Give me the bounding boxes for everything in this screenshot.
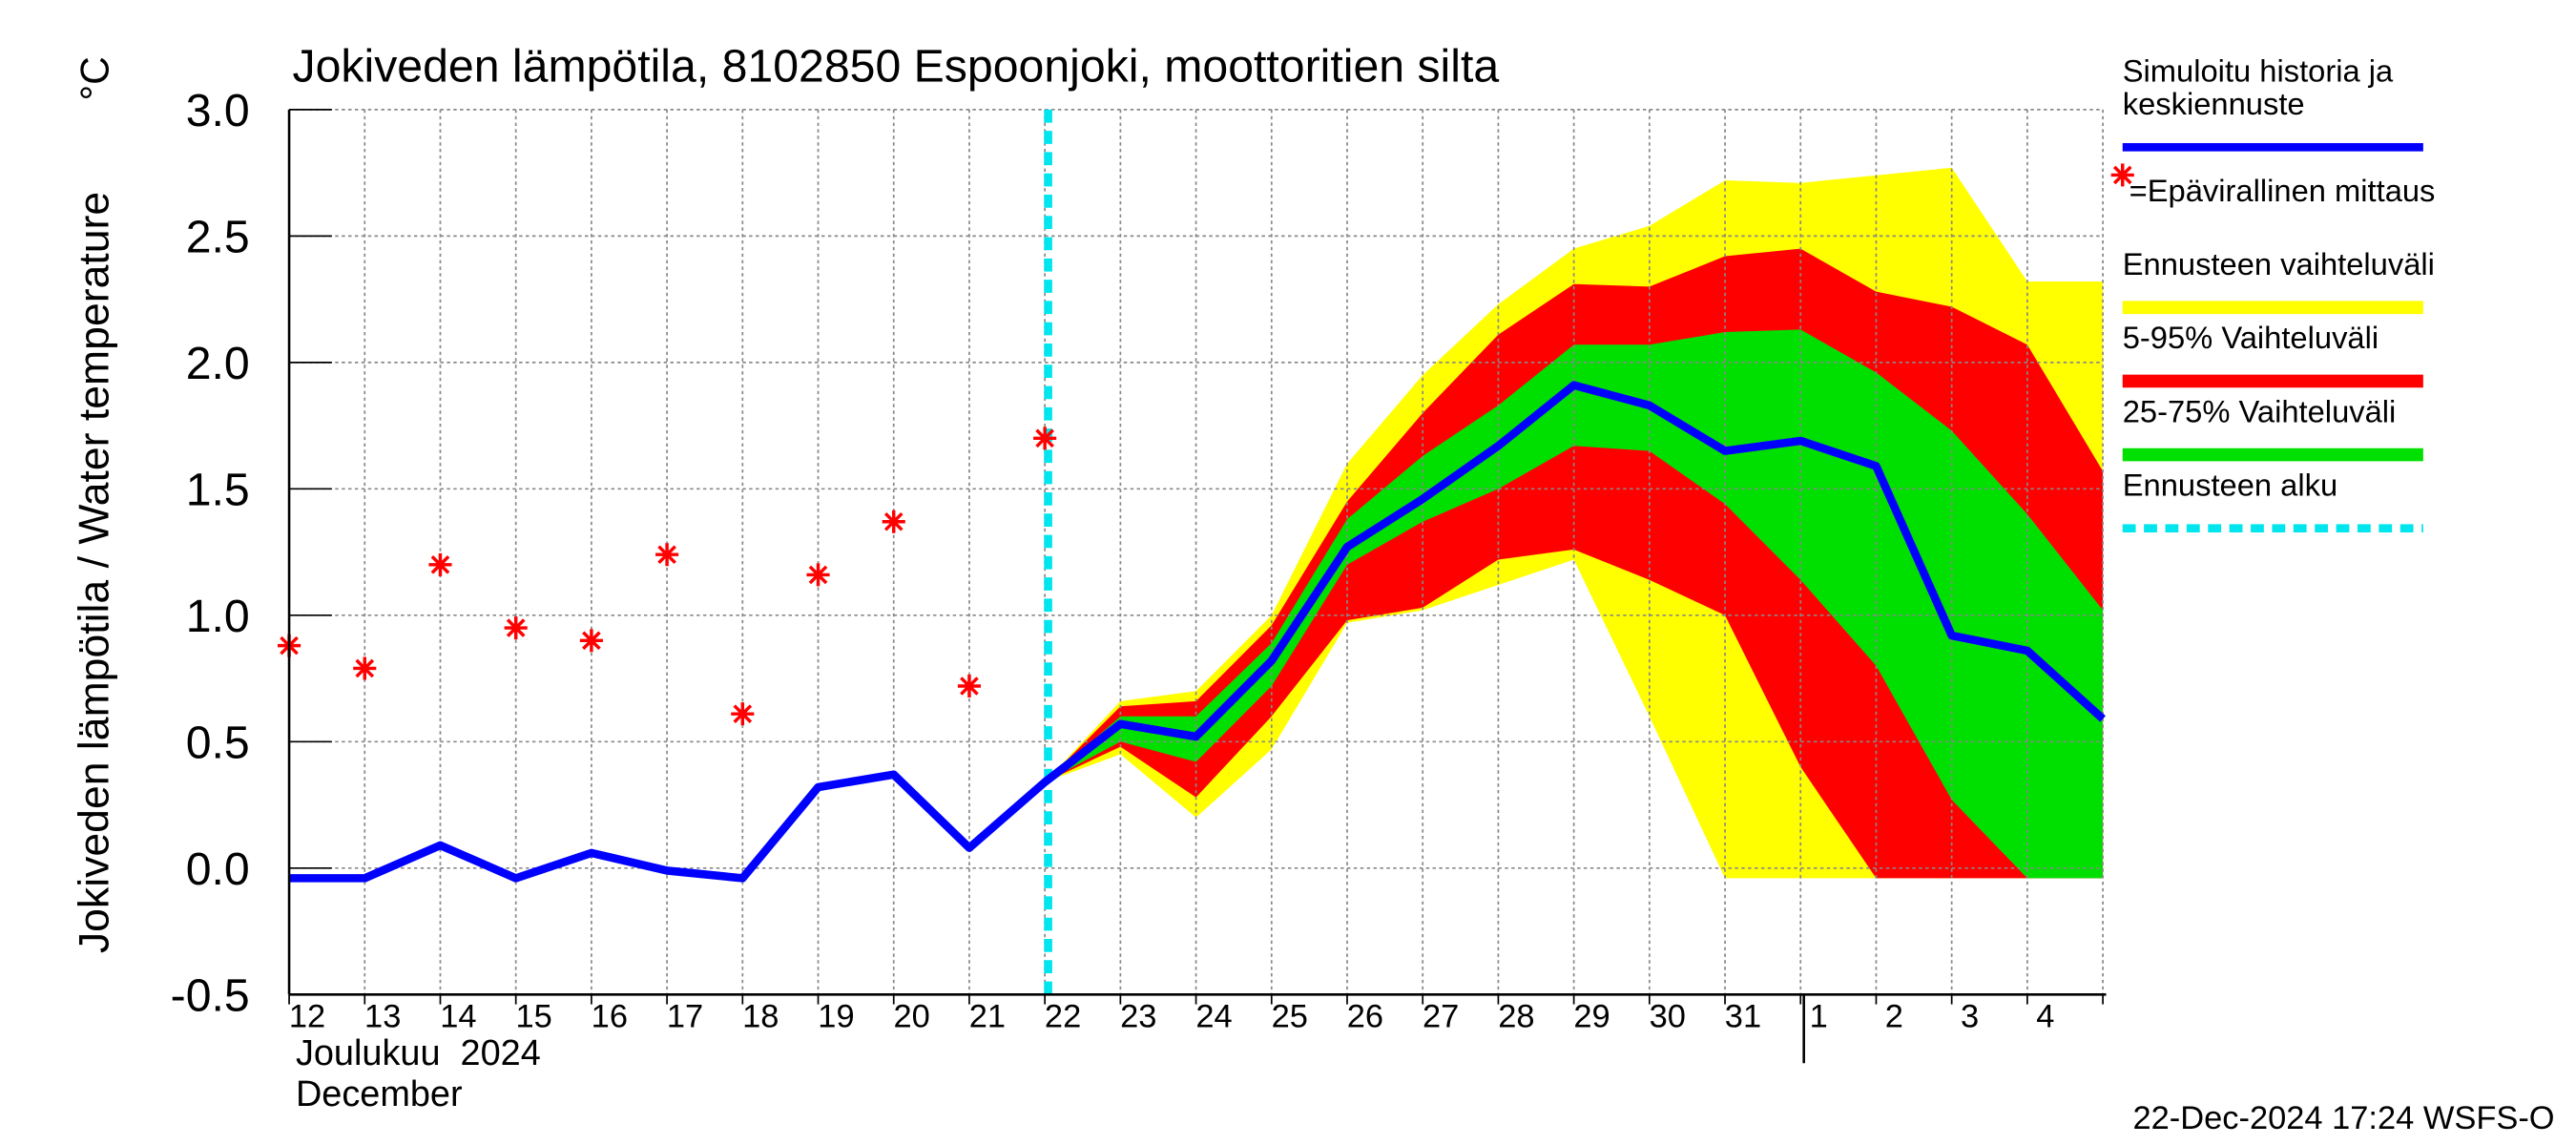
y-tick-label: 0.0: [186, 843, 250, 895]
x-tick-label: 2: [1885, 999, 1903, 1035]
x-tick-label: 13: [364, 999, 401, 1035]
x-tick-label: 25: [1272, 999, 1308, 1035]
x-tick-label: 24: [1195, 999, 1232, 1035]
y-tick-label: 2.0: [186, 338, 250, 389]
star: [957, 675, 981, 698]
x-tick-label: 4: [2036, 999, 2054, 1035]
star: [2110, 163, 2134, 187]
star: [579, 629, 603, 653]
y-axis-label: Jokiveden lämpötila / Water temperature: [72, 192, 118, 953]
x-tick-label: 21: [969, 999, 1006, 1035]
legend-label: Ennusteen vaihteluväli: [2123, 246, 2435, 281]
x-tick-label: 12: [289, 999, 325, 1035]
x-tick-label: 18: [742, 999, 779, 1035]
x-tick-label: 27: [1423, 999, 1459, 1035]
x-tick-label: 30: [1650, 999, 1686, 1035]
x-tick-label: 3: [1961, 999, 1979, 1035]
star: [353, 656, 377, 680]
y-tick-label: -0.5: [171, 970, 250, 1022]
legend-label: keskiennuste: [2123, 86, 2305, 121]
x-tick-label: 28: [1498, 999, 1534, 1035]
legend-label: Simuloitu historia ja: [2123, 53, 2394, 89]
y-tick-label: 3.0: [186, 85, 250, 136]
star: [806, 563, 830, 587]
band: [1045, 329, 2104, 879]
line: [289, 381, 2106, 883]
y-tick-label: 1.5: [186, 465, 250, 516]
month-label: Joulukuu 2024: [296, 1033, 541, 1073]
star: [428, 552, 452, 576]
star: [655, 543, 679, 567]
x-tick-label: 23: [1120, 999, 1156, 1035]
legend-label: 5-95% Vaihteluväli: [2123, 320, 2379, 355]
x-tick-label: 20: [894, 999, 930, 1035]
x-tick-label: 1: [1810, 999, 1828, 1035]
legend-label: 25-75% Vaihteluväli: [2123, 393, 2397, 428]
month-label: December: [296, 1074, 463, 1114]
legend-label: =Epävirallinen mittaus: [2129, 173, 2436, 208]
x-tick-label: 26: [1347, 999, 1383, 1035]
star: [882, 510, 905, 533]
x-tick-label: 22: [1045, 999, 1081, 1035]
x-tick-label: 17: [667, 999, 703, 1035]
x-tick-label: 29: [1573, 999, 1610, 1035]
x-tick-label: 14: [440, 999, 476, 1035]
x-tick-label: 19: [818, 999, 854, 1035]
star: [504, 616, 528, 640]
y-unit: °C: [73, 56, 117, 100]
x-tick-label: 15: [515, 999, 551, 1035]
chart-title: Jokiveden lämpötila, 8102850 Espoonjoki,…: [293, 41, 1500, 93]
y-tick-label: 0.5: [186, 718, 250, 769]
x-tick-label: 16: [592, 999, 628, 1035]
y-tick-label: 1.0: [186, 591, 250, 642]
star: [731, 702, 755, 726]
timestamp: 22-Dec-2024 17:24 WSFS-O: [2132, 1100, 2554, 1136]
legend-label: Ennusteen alku: [2123, 467, 2337, 502]
x-tick-label: 31: [1725, 999, 1761, 1035]
y-tick-label: 2.5: [186, 212, 250, 263]
star: [1033, 427, 1057, 450]
